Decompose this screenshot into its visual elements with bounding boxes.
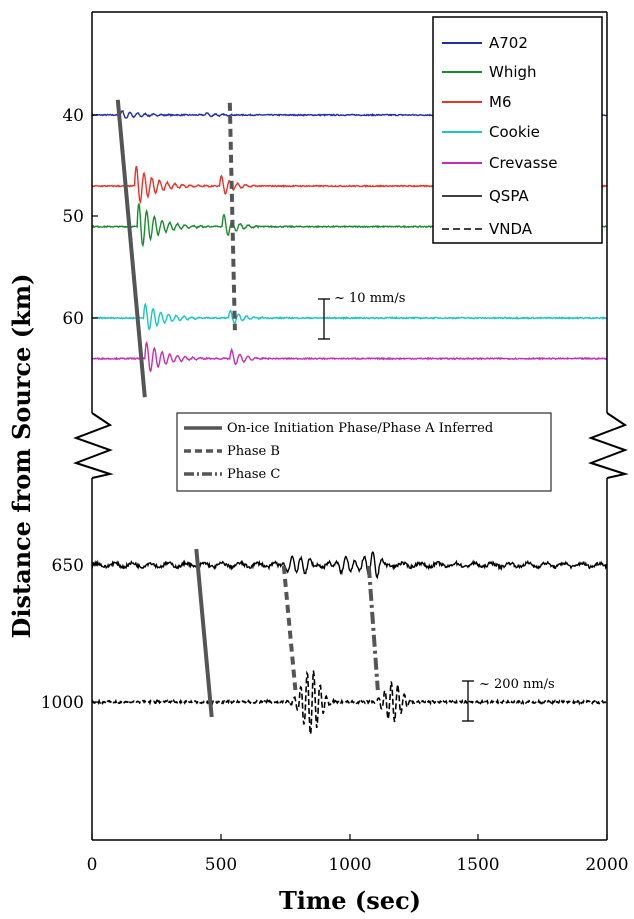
y-axis xyxy=(92,114,98,703)
plot-frame xyxy=(72,11,629,841)
phase-legend: On-ice Initiation Phase/Phase A Inferred… xyxy=(176,412,552,492)
phase-line-dashdot xyxy=(366,565,380,691)
y-tick-label: 650 xyxy=(52,556,84,576)
phase-legend-label: Phase B xyxy=(227,444,280,459)
scale-bar-label: ~ 10 mm/s xyxy=(334,291,405,306)
y-tick-label: 50 xyxy=(62,207,84,227)
axis-break-left xyxy=(72,412,114,479)
phase-line-dashed xyxy=(227,102,237,331)
trace-vnda xyxy=(91,670,608,735)
legend-label: VNDA xyxy=(489,220,533,238)
legend-label: Whigh xyxy=(489,63,537,81)
y-tick-label: 40 xyxy=(62,106,84,126)
x-tick-label: 2000 xyxy=(585,855,628,875)
legend-label: M6 xyxy=(489,93,512,111)
legend-label: QSPA xyxy=(489,187,529,205)
phase-legend-label: On-ice Initiation Phase/Phase A Inferred xyxy=(227,421,493,436)
x-tick-label: 1000 xyxy=(328,855,371,875)
legend-label: A702 xyxy=(489,34,528,52)
scale-bar-label: ~ 200 nm/s xyxy=(479,677,555,692)
y-axis-title: Distance from Source (km) xyxy=(7,274,36,639)
legend-label: Crevasse xyxy=(489,154,557,172)
station-legend: A702 Whigh M6 Cookie Crevasse QSPA VNDA xyxy=(432,16,603,244)
x-tick-label: 1500 xyxy=(456,855,499,875)
trace-cookie xyxy=(91,302,607,331)
trace-layer xyxy=(91,109,608,735)
phase-line-solid xyxy=(115,99,147,398)
y-tick-label: 60 xyxy=(62,309,84,329)
legend-label: Cookie xyxy=(489,123,540,141)
x-axis-title: Time (sec) xyxy=(279,886,421,915)
phase-legend-label: Phase C xyxy=(227,467,280,482)
phase-line-solid xyxy=(194,548,214,718)
phase-legend-box xyxy=(176,412,552,492)
phase-line-layer xyxy=(115,99,380,718)
phase-line-dashed xyxy=(281,565,298,691)
axis-break-right xyxy=(587,412,629,479)
trace-crevasse xyxy=(91,340,608,373)
x-tick-label: 500 xyxy=(205,855,237,875)
x-tick-label: 0 xyxy=(87,855,98,875)
legend-box xyxy=(432,16,603,244)
x-axis xyxy=(91,834,608,840)
scale-bar-upper xyxy=(318,298,330,340)
trace-qspa xyxy=(91,551,608,580)
scale-bar-lower xyxy=(462,680,474,722)
y-tick-label: 1000 xyxy=(41,693,84,713)
